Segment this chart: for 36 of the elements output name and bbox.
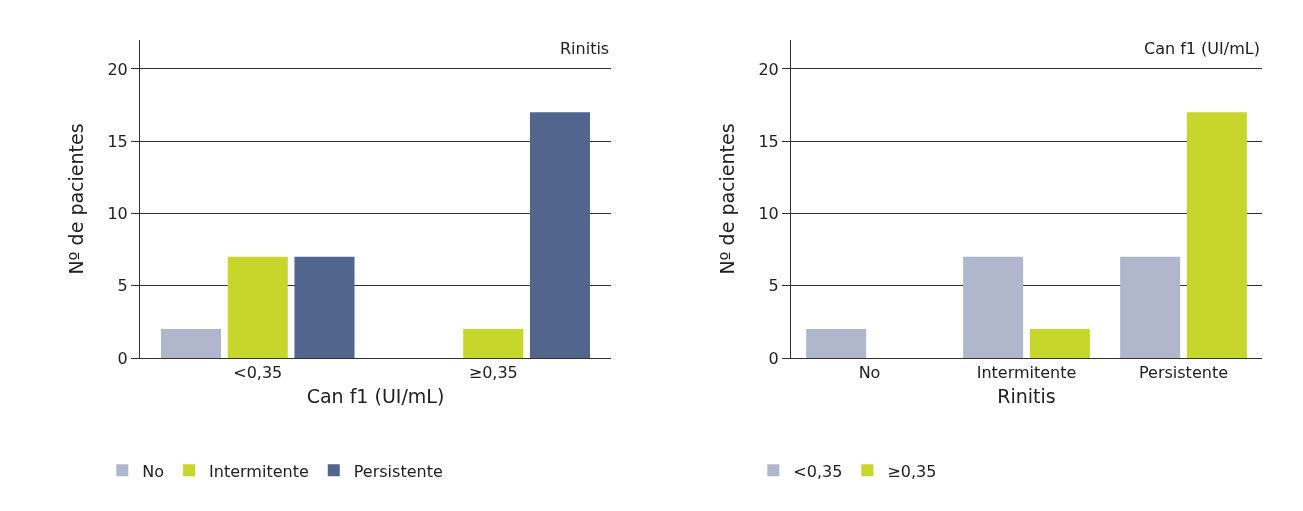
x-axis-title: Rinitis [997,385,1056,407]
y-tick-label: 5 [117,276,128,296]
bar [161,329,222,358]
y-tick-label: 0 [768,348,779,368]
x-tick-label: Persistente [1139,363,1228,383]
bar [1029,329,1090,358]
x-tick-label: No [858,363,881,383]
bar [963,256,1024,358]
bar [294,256,355,358]
bar [806,329,867,358]
bar [1120,256,1181,358]
annotation: Rinitis [560,39,610,58]
y-tick-label: 10 [107,204,128,224]
y-axis-title: Nº de pacientes [716,123,739,275]
legend-label: <0,35 [793,461,843,481]
bar [463,329,524,358]
annotation: Can f1 (UI/mL) [1144,39,1260,58]
y-tick-label: 15 [758,131,779,151]
y-tick-label: 5 [768,276,779,296]
legend-label: ≥0,35 [887,461,937,481]
y-tick-label: 20 [107,59,128,79]
x-tick-label: Intermitente [976,363,1077,383]
bar [227,256,288,358]
legend-label: No [142,461,165,481]
y-tick-label: 0 [117,348,128,368]
bar [1186,112,1247,358]
y-tick-label: 20 [758,59,779,79]
bar [529,112,590,358]
y-axis-title: Nº de pacientes [65,123,88,275]
x-axis-title: Can f1 (UI/mL) [306,385,445,407]
legend-label: Intermitente [209,461,309,481]
x-tick-label: ≥0,35 [468,363,518,383]
x-tick-label: <0,35 [233,363,283,383]
y-tick-label: 10 [758,204,779,224]
legend-label: Persistente [353,461,443,481]
y-tick-label: 15 [107,131,128,151]
